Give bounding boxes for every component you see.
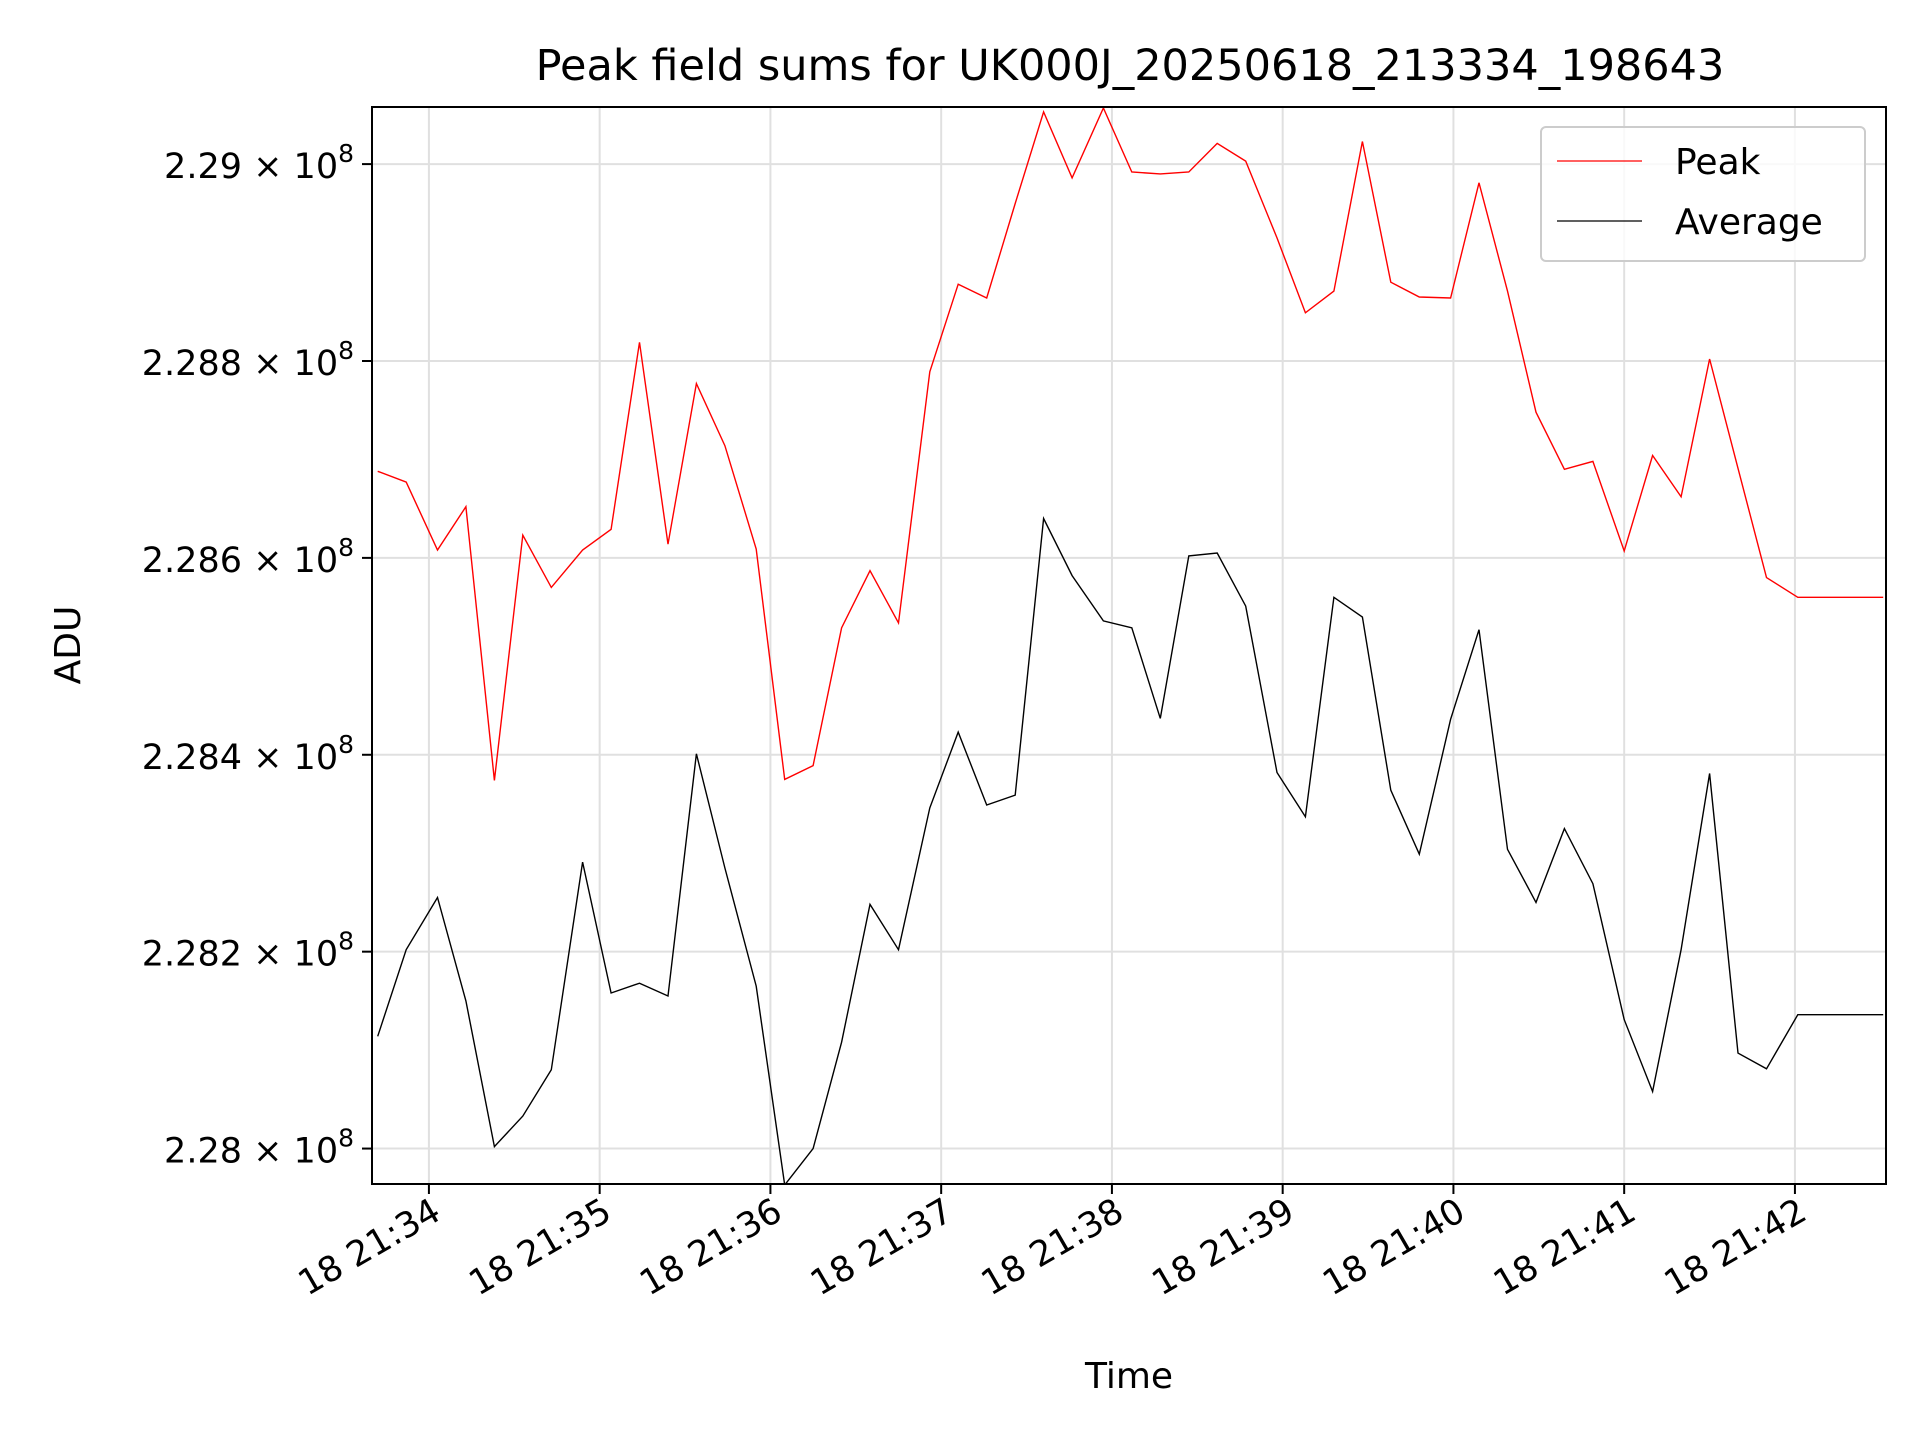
chart-title: Peak field sums for UK000J_20250618_2133… — [536, 41, 1725, 91]
plot-area-frame — [371, 106, 1887, 1185]
y-tick-label: 2.282 × 108 — [142, 927, 354, 975]
legend-peak-label: Peak — [1675, 142, 1761, 183]
y-axis: 2.28 × 108 2.282 × 108 2.284 × 108 2.286 × … — [142, 139, 372, 1172]
y-tick-label: 2.288 × 108 — [142, 336, 354, 384]
x-axis-title: Time — [1084, 1356, 1173, 1397]
y-tick-label: 2.29 × 108 — [164, 139, 354, 187]
y-tick-label: 2.28 × 108 — [164, 1124, 354, 1172]
y-tick-label: 2.286 × 108 — [142, 533, 354, 581]
legend-average-label: Average — [1675, 202, 1823, 243]
series-line-average — [377, 516, 1884, 1184]
y-axis-title: ADU — [48, 606, 89, 685]
y-tick-label: 2.284 × 108 — [142, 730, 354, 778]
legend: Peak Average — [1540, 126, 1866, 262]
series-line-peak — [377, 107, 1884, 781]
series-lines — [377, 107, 1884, 1184]
